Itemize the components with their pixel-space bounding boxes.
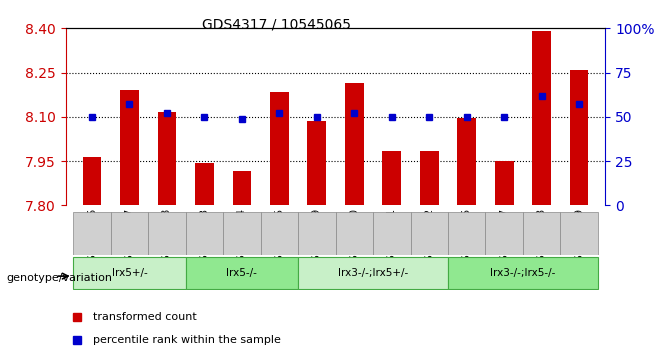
Bar [307, 121, 326, 205]
Bar [532, 31, 551, 205]
FancyBboxPatch shape [111, 212, 148, 255]
Bar [570, 70, 588, 205]
Bar [120, 90, 139, 205]
FancyBboxPatch shape [448, 257, 598, 289]
Text: transformed count: transformed count [93, 312, 197, 322]
Bar [232, 171, 251, 205]
FancyBboxPatch shape [261, 212, 298, 255]
Text: GDS4317 / 10545065: GDS4317 / 10545065 [202, 18, 351, 32]
Bar [195, 162, 214, 205]
FancyBboxPatch shape [373, 212, 411, 255]
FancyBboxPatch shape [73, 257, 186, 289]
Bar [420, 151, 439, 205]
FancyBboxPatch shape [148, 212, 186, 255]
FancyBboxPatch shape [186, 257, 298, 289]
Bar [457, 118, 476, 205]
FancyBboxPatch shape [411, 212, 448, 255]
Text: lrx3-/-;lrx5+/-: lrx3-/-;lrx5+/- [338, 268, 408, 278]
Bar [345, 83, 364, 205]
FancyBboxPatch shape [186, 212, 223, 255]
FancyBboxPatch shape [561, 212, 598, 255]
FancyBboxPatch shape [73, 212, 111, 255]
FancyBboxPatch shape [486, 212, 523, 255]
Text: lrx5+/-: lrx5+/- [112, 268, 147, 278]
FancyBboxPatch shape [448, 212, 486, 255]
Bar [158, 113, 176, 205]
Bar [382, 151, 401, 205]
FancyBboxPatch shape [223, 212, 261, 255]
FancyBboxPatch shape [336, 212, 373, 255]
Bar [270, 92, 289, 205]
Text: lrx3-/-;lrx5-/-: lrx3-/-;lrx5-/- [490, 268, 555, 278]
Text: genotype/variation: genotype/variation [7, 273, 113, 283]
FancyBboxPatch shape [298, 212, 336, 255]
FancyBboxPatch shape [523, 212, 561, 255]
Text: lrx5-/-: lrx5-/- [226, 268, 257, 278]
Bar [83, 157, 101, 205]
FancyBboxPatch shape [298, 257, 448, 289]
Bar [495, 161, 513, 205]
Text: percentile rank within the sample: percentile rank within the sample [93, 335, 281, 345]
